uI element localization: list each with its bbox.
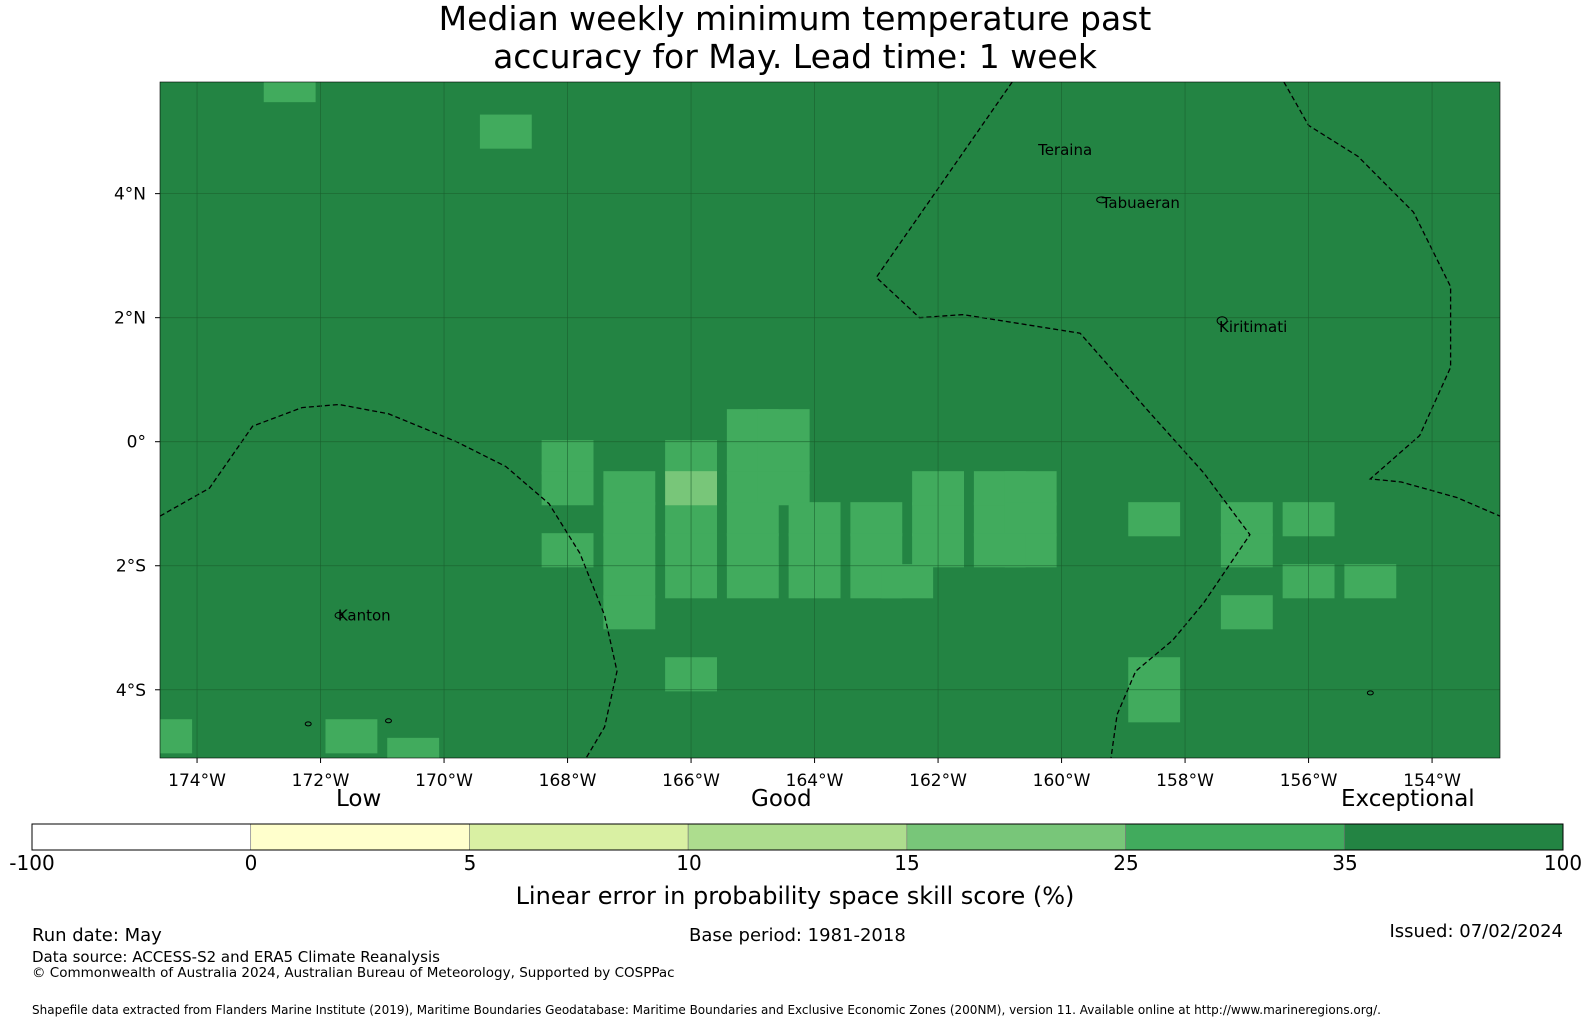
grid-cell-25-35 [263, 82, 316, 103]
colorbar-segment [1125, 823, 1345, 851]
island-outline [1366, 690, 1374, 696]
lon-tick-label: 160°W [1033, 771, 1091, 791]
grid-cell-25-35 [757, 409, 810, 444]
grid-cell-25-35 [603, 564, 656, 599]
lon-tick-label: 170°W [415, 771, 473, 791]
issued-date: Issued: 07/02/2024 [1389, 921, 1563, 942]
grid-cell-25-35 [726, 564, 779, 599]
colorbar-segment [906, 823, 1126, 851]
title-line-2: accuracy for May. Lead time: 1 week [493, 37, 1097, 76]
grid-cell-25-35 [1004, 502, 1057, 537]
lon-tick-label: 156°W [1280, 771, 1338, 791]
grid-cell-25-35 [603, 595, 656, 630]
colorbar-segment [469, 823, 689, 851]
grid-cell-25-35 [1128, 502, 1181, 537]
colorbar-frame [31, 823, 1564, 851]
colorbar-tick: -100 [9, 851, 55, 875]
colorbar-category-low: Low [336, 786, 382, 812]
colorbar-tick: 35 [1332, 851, 1358, 875]
colorbar-tick: 5 [463, 851, 477, 875]
island-outline [1216, 316, 1228, 326]
place-label: Tabuaeran [1101, 194, 1180, 212]
title-line-1: Median weekly minimum temperature past [438, 0, 1152, 38]
island-outline [1096, 196, 1108, 204]
grid-cell-25-35 [1128, 657, 1181, 692]
place-label: Teraina [1037, 141, 1092, 159]
lon-tick-label: 172°W [292, 771, 350, 791]
eez-boundary [1283, 82, 1500, 517]
lat-tick-label: 2°N [114, 309, 146, 329]
lon-tick-label: 154°W [1403, 771, 1461, 791]
grid-cell-25-35 [1220, 595, 1273, 630]
lon-tick-label: 168°W [539, 771, 597, 791]
lon-tick-label: 174°W [168, 771, 226, 791]
lon-tick-label: 158°W [1156, 771, 1214, 791]
lat-tick-label: 4°N [114, 185, 146, 205]
grid-cell-25-35 [325, 719, 378, 754]
shapefile-credit: Shapefile data extracted from Flanders M… [32, 1003, 1381, 1017]
map-background [160, 82, 1500, 758]
island-outline [334, 611, 344, 619]
base-period: Base period: 1981-2018 [689, 925, 906, 946]
grid-cell-25-35 [1344, 564, 1397, 599]
colorbar-category-good: Good [751, 786, 812, 812]
grid-cell-25-35 [850, 502, 903, 537]
colorbar-tick: 10 [676, 851, 702, 875]
colorbar-segment [31, 823, 252, 851]
colorbar-segment [250, 823, 470, 851]
grid-cell-25-35 [603, 502, 656, 537]
grid-cell-25-35 [757, 440, 810, 475]
lat-tick-label: 2°S [116, 557, 146, 577]
island-outline [384, 718, 392, 724]
grid-cell-25-35 [603, 471, 656, 506]
grid-cell-25-35 [1004, 471, 1057, 506]
grid-cell-25-35 [850, 533, 903, 568]
grid-cell-25-35 [1220, 533, 1273, 568]
copyright: © Commonwealth of Australia 2024, Austra… [32, 965, 675, 981]
grid-cell-25-35 [387, 737, 440, 758]
island-outline [304, 721, 312, 727]
grid-cell-25-35 [973, 533, 1026, 568]
grid-cell-25-35 [726, 502, 779, 537]
lat-tick-label: 4°S [116, 681, 146, 701]
grid-cell-25-35 [881, 564, 934, 599]
lon-tick-label: 162°W [909, 771, 967, 791]
lon-tick-label: 164°W [786, 771, 844, 791]
place-label: Kanton [338, 606, 391, 624]
run-date: Run date: May [32, 925, 162, 946]
grid-cell-25-35 [479, 114, 532, 149]
colorbar-tick: 25 [1113, 851, 1139, 875]
lat-tick-label: 0° [127, 433, 146, 453]
data-source: Data source: ACCESS-S2 and ERA5 Climate … [32, 948, 440, 966]
grid-cell-25-35 [1128, 688, 1181, 723]
map-frame [159, 81, 1501, 759]
colorbar-tick: 0 [244, 851, 258, 875]
grid-cell-25-35 [603, 533, 656, 568]
colorbar-tick: 15 [894, 851, 920, 875]
grid-cell-25-35 [726, 533, 779, 568]
colorbar-label: Linear error in probability space skill … [515, 882, 1075, 910]
lon-tick-label: 166°W [662, 771, 720, 791]
colorbar-segment [687, 823, 908, 851]
colorbar-segment [1343, 823, 1564, 851]
colorbar-tick: 100 [1543, 851, 1583, 875]
colorbar-category-exceptional: Exceptional [1341, 786, 1475, 812]
chart-title: Median weekly minimum temperature past a… [0, 0, 1590, 76]
place-label: Kiritimati [1219, 318, 1287, 336]
grid-cell-25-35 [757, 471, 810, 506]
grid-cell-25-35 [160, 719, 193, 754]
